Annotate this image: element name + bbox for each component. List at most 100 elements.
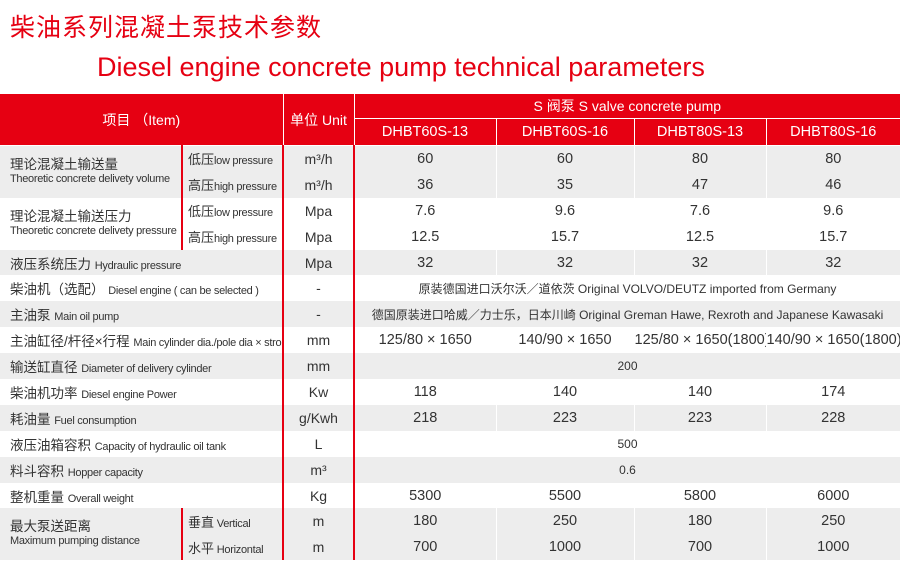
item-label: 整机重量 Overall weight — [0, 482, 283, 509]
sub-item-cn: 低压 — [188, 152, 215, 168]
unit-cell: Kw — [282, 379, 355, 405]
value-cell: 80 — [765, 145, 900, 172]
item-label-en: Hydraulic pressure — [94, 259, 182, 272]
table-row: 理论混凝土输送量 Theoretic concrete delivety volu… — [0, 145, 900, 198]
value-cell: 12.5 — [633, 223, 766, 250]
value-cell: 36 — [353, 171, 496, 198]
table-row: 理论混凝土输送压力 Theoretic concrete delivety pre… — [0, 197, 900, 250]
unit-cell: mm — [282, 353, 355, 380]
table-row: 最大泵送距离 Maximum pumping distance 垂直 Vertica… — [0, 508, 900, 561]
sub-item-en: high pressure — [214, 233, 277, 246]
item-label-cn: 整机重量 — [10, 489, 64, 505]
item-label-cn: 液压系统压力 — [10, 256, 91, 272]
unit-cell: Mpa — [282, 197, 355, 224]
table-row: 料斗容积 Hopper capacity m³ 0.6 — [0, 456, 900, 483]
table-row: 输送缸直径 Diameter of delivery cylinder mm 200 — [0, 353, 900, 380]
value-cell: 7.6 — [353, 197, 496, 224]
value-cell-merged: 500 — [353, 430, 900, 457]
value-cell: 6000 — [765, 482, 900, 509]
value-cell: 218 — [353, 404, 496, 431]
item-label: 理论混凝土输送量 Theoretic concrete delivety volu… — [0, 145, 182, 198]
sub-item-en: low pressure — [214, 207, 273, 220]
item-label-en: Overall weight — [67, 492, 134, 505]
value-cell: 15.7 — [765, 223, 900, 250]
sub-item-cn: 高压 — [188, 230, 215, 246]
value-cell: 47 — [633, 171, 766, 198]
value-cell: 180 — [353, 508, 496, 535]
item-label-cn: 主油缸径/杆径×行程 — [10, 334, 130, 350]
value-cell: 60 — [353, 145, 496, 172]
header-group: S 阀泵 S valve concrete pump — [353, 93, 900, 119]
value-cell: 223 — [633, 404, 766, 431]
unit-cell: Mpa — [282, 249, 355, 276]
unit-cell: L — [282, 430, 355, 457]
item-label-cn: 输送缸直径 — [10, 360, 78, 376]
table-row: 主油泵 Main oil pump - 德国原装进口哈威／力士乐，日本川崎 Orig… — [0, 301, 900, 328]
value-cell: 1000 — [495, 534, 634, 561]
sub-item-en: low pressure — [214, 155, 273, 168]
item-label-en: Diesel engine Power — [81, 388, 177, 401]
sub-item-en: Horizontal — [214, 543, 264, 556]
item-label: 输送缸直径 Diameter of delivery cylinder — [0, 353, 283, 380]
sub-item-label: 低压low pressure — [181, 197, 283, 224]
item-label: 料斗容积 Hopper capacity — [0, 456, 283, 483]
value-cell: 125/80 × 1650 — [353, 327, 496, 354]
value-cell: 12.5 — [353, 223, 496, 250]
value-cell: 5300 — [353, 482, 496, 509]
value-cell: 250 — [495, 508, 634, 535]
item-label-en: Hopper capacity — [67, 466, 143, 479]
item-label-en: Theoretic concrete delivety pressure — [10, 224, 177, 237]
unit-cell: m — [282, 508, 355, 535]
value-cell: 140 — [633, 379, 766, 405]
item-label-cn: 理论混凝土输送压力 — [10, 208, 132, 224]
item-label-en: Main oil pump — [54, 311, 119, 324]
sub-item-label: 高压high pressure — [181, 171, 283, 198]
item-label-en: Diameter of delivery cylinder — [81, 363, 212, 376]
item-label-cn: 主油泵 — [10, 308, 51, 324]
value-cell: 700 — [353, 534, 496, 561]
sub-item-cn: 水平 — [188, 540, 215, 556]
table-row: 水平 Horizontal m 700 1000 700 1000 — [0, 534, 900, 561]
item-label: 柴油机功率 Diesel engine Power — [0, 379, 283, 405]
value-cell: 9.6 — [495, 197, 634, 224]
value-cell: 60 — [495, 145, 634, 172]
value-cell: 174 — [765, 379, 900, 405]
value-cell: 32 — [765, 249, 900, 276]
value-cell: 32 — [353, 249, 496, 276]
value-cell-merged: 原装德国进口沃尔沃／道依茨 Original VOLVO/DEUTZ impor… — [353, 275, 900, 302]
item-label: 主油缸径/杆径×行程 Main cylinder dia./pole dia ×… — [0, 327, 283, 354]
item-label-en: Diesel engine ( can be selected ) — [108, 285, 259, 298]
item-label: 柴油机（选配） Diesel engine ( can be selected … — [0, 275, 283, 302]
table-row: 高压high pressure m³/h 36 35 47 46 — [0, 171, 900, 198]
value-cell: 140 — [495, 379, 634, 405]
sub-item-cn: 垂直 — [188, 514, 215, 530]
item-label: 液压系统压力 Hydraulic pressure — [0, 249, 283, 276]
unit-cell: m³/h — [282, 171, 355, 198]
spec-table: 项目 （Item) 单位 Unit S 阀泵 S valve concrete … — [0, 93, 900, 561]
unit-cell: m³/h — [282, 145, 355, 172]
item-label: 最大泵送距离 Maximum pumping distance — [0, 508, 182, 561]
unit-cell: - — [282, 275, 355, 302]
value-cell: 7.6 — [633, 197, 766, 224]
sub-item-label: 低压low pressure — [181, 145, 283, 172]
item-label: 耗油量 Fuel consumption — [0, 404, 283, 431]
table-row: 主油缸径/杆径×行程 Main cylinder dia./pole dia ×… — [0, 327, 900, 354]
item-label-en: Maximum pumping distance — [10, 535, 140, 548]
sub-item-label: 高压high pressure — [181, 223, 283, 250]
value-cell: 15.7 — [495, 223, 634, 250]
table-row: 柴油机功率 Diesel engine Power Kw 118 140 140 174 — [0, 379, 900, 405]
unit-cell: mm — [282, 327, 355, 354]
item-label-cn: 耗油量 — [10, 411, 51, 427]
header-item: 项目 （Item) — [0, 93, 284, 146]
item-label-en: Theoretic concrete delivety volume — [10, 172, 170, 185]
item-label-cn: 柴油机（选配） — [10, 282, 105, 298]
value-cell-merged: 德国原装进口哈威／力士乐，日本川崎 Original Greman Hawe, … — [353, 301, 900, 328]
value-cell: 5800 — [633, 482, 766, 509]
value-cell: 700 — [633, 534, 766, 561]
item-label: 理论混凝土输送压力 Theoretic concrete delivety pre… — [0, 197, 182, 250]
sub-item-en: Vertical — [214, 517, 251, 530]
value-cell: 223 — [495, 404, 634, 431]
unit-cell: - — [282, 301, 355, 328]
value-cell: 35 — [495, 171, 634, 198]
item-label-cn: 最大泵送距离 — [10, 519, 91, 535]
